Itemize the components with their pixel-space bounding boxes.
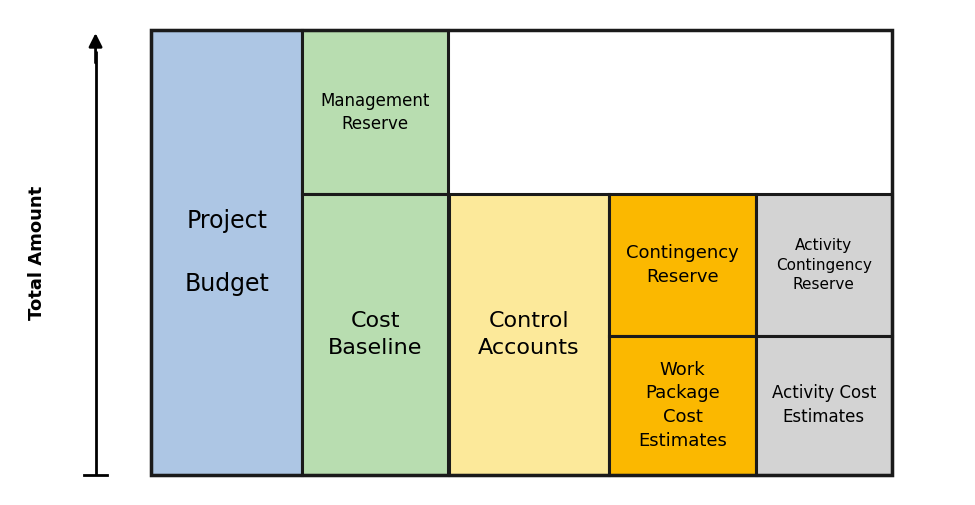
FancyBboxPatch shape (756, 336, 892, 475)
FancyBboxPatch shape (448, 194, 609, 475)
Text: Activity
Contingency
Reserve: Activity Contingency Reserve (776, 238, 872, 292)
FancyBboxPatch shape (609, 194, 756, 336)
FancyBboxPatch shape (302, 30, 448, 194)
Text: Project

Budget: Project Budget (184, 209, 269, 296)
Text: Control
Accounts: Control Accounts (478, 312, 580, 358)
FancyBboxPatch shape (609, 336, 756, 475)
Text: Cost
Baseline: Cost Baseline (329, 312, 422, 358)
FancyBboxPatch shape (756, 194, 892, 336)
Text: Activity Cost
Estimates: Activity Cost Estimates (771, 384, 877, 426)
Text: Contingency
Reserve: Contingency Reserve (626, 244, 739, 286)
FancyBboxPatch shape (151, 30, 302, 475)
Text: Total Amount: Total Amount (28, 185, 46, 320)
FancyBboxPatch shape (302, 194, 448, 475)
Text: Management
Reserve: Management Reserve (321, 91, 430, 133)
Text: Work
Package
Cost
Estimates: Work Package Cost Estimates (638, 361, 727, 449)
